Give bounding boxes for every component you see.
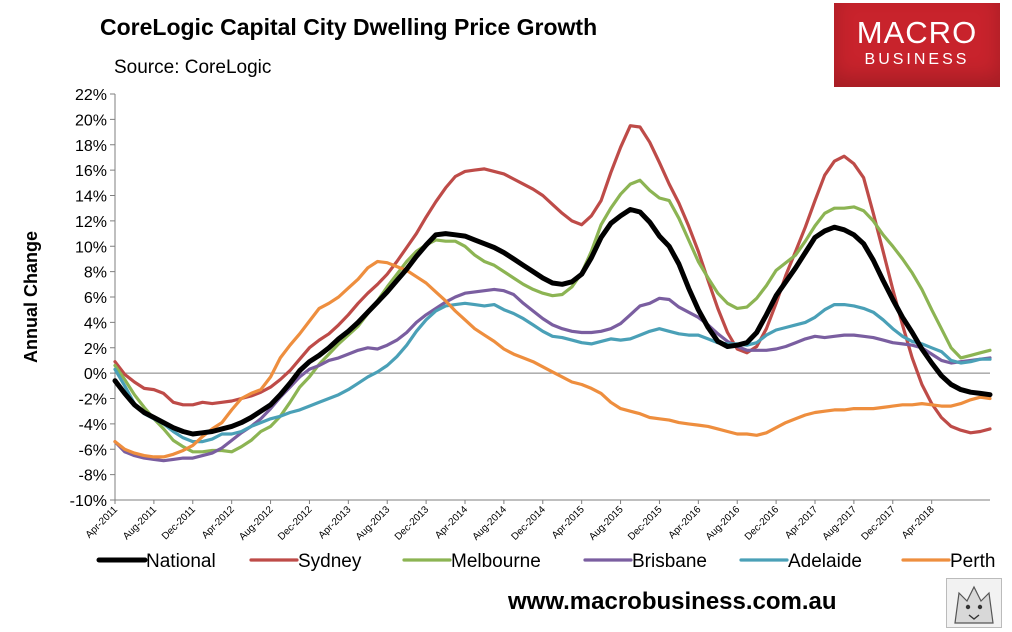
chart-source: Source: CoreLogic bbox=[114, 57, 272, 78]
x-tick-label: Dec-2015 bbox=[626, 504, 665, 543]
x-tick-label: Aug-2017 bbox=[821, 504, 860, 543]
series-group bbox=[112, 124, 993, 463]
x-tick-label: Aug-2011 bbox=[121, 504, 159, 542]
x-tick-label: Apr-2016 bbox=[667, 504, 704, 541]
legend-label-perth: Perth bbox=[950, 551, 995, 572]
series-line-national bbox=[112, 207, 993, 437]
logo-line2: BUSINESS bbox=[864, 51, 970, 68]
legend-label-brisbane: Brisbane bbox=[632, 551, 707, 572]
x-tick-label: Apr-2014 bbox=[433, 504, 470, 541]
x-tick-label: Aug-2013 bbox=[354, 504, 393, 543]
y-tick-label: 12% bbox=[75, 214, 107, 231]
chart-title: CoreLogic Capital City Dwelling Price Gr… bbox=[100, 14, 598, 40]
y-tick-label: 0% bbox=[84, 366, 107, 383]
y-tick-label: 16% bbox=[75, 163, 107, 180]
x-tick-label: Aug-2014 bbox=[471, 504, 510, 543]
macrobusiness-logo: MACRO BUSINESS bbox=[834, 3, 1000, 87]
y-tick-label: 18% bbox=[75, 138, 107, 155]
y-tick-label: 2% bbox=[84, 341, 107, 358]
series-line-melbourne bbox=[113, 178, 992, 454]
x-tick-label: Apr-2013 bbox=[317, 504, 354, 541]
y-tick-label: 22% bbox=[75, 87, 107, 104]
x-tick-label: Dec-2011 bbox=[160, 504, 198, 542]
legend-label-adelaide: Adelaide bbox=[788, 551, 862, 572]
x-tick-label: Aug-2012 bbox=[237, 504, 276, 543]
footer-url: www.macrobusiness.com.au bbox=[508, 588, 837, 615]
legend: National Sydney Melbourne Brisbane Adelaide P… bbox=[96, 551, 995, 572]
x-tick-label: Dec-2014 bbox=[509, 504, 548, 543]
x-tick-label: Aug-2015 bbox=[587, 504, 626, 543]
x-tick-label: Apr-2017 bbox=[783, 504, 820, 541]
legend-label-sydney: Sydney bbox=[298, 551, 362, 572]
series-line-sydney bbox=[113, 124, 992, 435]
legend-label-national: National bbox=[146, 551, 216, 572]
y-tick-label: 10% bbox=[75, 239, 107, 256]
logo-line1: MACRO bbox=[856, 15, 978, 50]
x-tick-label: Apr-2012 bbox=[200, 504, 237, 541]
y-tick-label: 14% bbox=[75, 189, 107, 206]
y-axis-title: Annual Change bbox=[21, 231, 41, 363]
y-tick-label: -6% bbox=[79, 442, 107, 459]
x-tick-label: Apr-2018 bbox=[900, 504, 937, 541]
y-tick-label: 4% bbox=[84, 315, 107, 332]
series-line-adelaide bbox=[113, 301, 992, 444]
y-tick-label: 20% bbox=[75, 112, 107, 129]
series-line-perth bbox=[113, 259, 992, 459]
y-tick-label: 8% bbox=[84, 265, 107, 282]
y-tick-label: 6% bbox=[84, 290, 107, 307]
x-tick-label: Aug-2016 bbox=[704, 504, 743, 543]
wolf-logo-icon bbox=[946, 578, 1002, 628]
x-tick-label: Apr-2015 bbox=[550, 504, 587, 541]
legend-label-melbourne: Melbourne bbox=[451, 551, 541, 572]
x-tick-label: Dec-2017 bbox=[859, 504, 898, 543]
x-tick-label: Dec-2013 bbox=[393, 504, 432, 543]
series-line-brisbane bbox=[113, 287, 992, 463]
y-tick-label: -4% bbox=[79, 417, 107, 434]
y-tick-label: -10% bbox=[70, 493, 107, 510]
y-tick-label: -8% bbox=[79, 468, 107, 485]
y-tick-label: -2% bbox=[79, 392, 107, 409]
x-tick-label: Dec-2016 bbox=[743, 504, 782, 543]
x-tick-label: Dec-2012 bbox=[276, 504, 315, 543]
